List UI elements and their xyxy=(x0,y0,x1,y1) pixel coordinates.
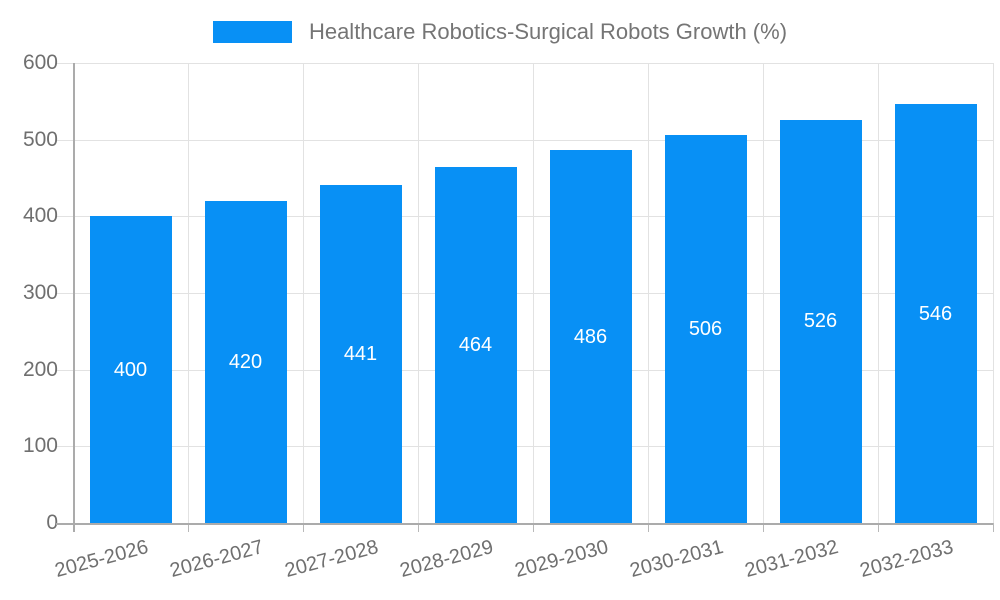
y-axis-tick-label: 500 xyxy=(22,127,58,151)
bar-value-label: 464 xyxy=(458,334,493,357)
gridline-horizontal xyxy=(56,369,993,371)
bar-value-label: 441 xyxy=(343,342,378,365)
x-axis-category-label: 2025-2026 xyxy=(52,536,151,583)
x-axis-tick xyxy=(763,523,764,532)
x-axis-tick xyxy=(188,523,189,532)
bar-2032-2033[interactable] xyxy=(894,104,977,523)
bar-2026-2027[interactable] xyxy=(204,201,287,523)
legend-swatch-icon xyxy=(212,21,292,43)
y-axis-tick-label: 300 xyxy=(22,281,58,304)
gridline-vertical xyxy=(533,63,534,523)
x-axis-category-label: 2030-2031 xyxy=(627,536,726,583)
x-axis-tick xyxy=(533,523,534,532)
x-axis-category-label: 2031-2032 xyxy=(742,536,841,583)
bar-value-label: 420 xyxy=(228,351,263,373)
x-axis-tick xyxy=(303,523,304,532)
x-axis-tick xyxy=(878,523,879,532)
x-axis-category-label: 2032-2033 xyxy=(857,536,956,583)
x-axis-line xyxy=(56,523,993,525)
gridline-horizontal xyxy=(56,446,993,448)
y-axis-line xyxy=(73,63,75,532)
legend-label: Healthcare Robotics-Surgical Robots Grow… xyxy=(308,19,788,44)
x-axis-category-label: 2027-2028 xyxy=(282,536,381,583)
bar-value-label: 486 xyxy=(573,325,608,348)
gridline-vertical xyxy=(303,63,304,523)
gridline-horizontal xyxy=(56,139,993,141)
bar-value-label: 400 xyxy=(113,358,148,381)
bar-2028-2029[interactable] xyxy=(434,167,517,523)
x-axis-category-label: 2028-2029 xyxy=(397,536,496,583)
legend[interactable]: Healthcare Robotics-Surgical Robots Grow… xyxy=(0,19,1000,45)
gridline-vertical xyxy=(418,63,419,523)
bar-value-label: 546 xyxy=(918,302,953,325)
y-axis-tick-label: 400 xyxy=(22,204,58,228)
y-axis-tick-label: 600 xyxy=(22,51,58,74)
y-axis-tick-label: 200 xyxy=(22,357,58,381)
x-axis-category-label: 2029-2030 xyxy=(512,536,611,583)
bar-value-label: 506 xyxy=(688,318,723,341)
bar-2027-2028[interactable] xyxy=(319,184,402,523)
bar-2025-2026[interactable] xyxy=(89,216,172,523)
gridline-horizontal xyxy=(56,293,993,294)
bar-value-label: 526 xyxy=(803,310,838,333)
gridline-vertical xyxy=(188,63,189,523)
gridline-horizontal xyxy=(56,216,993,218)
bar-2030-2031[interactable] xyxy=(664,135,747,523)
x-axis-tick xyxy=(418,523,419,532)
gridline-vertical xyxy=(993,63,994,523)
bar-2029-2030[interactable] xyxy=(549,150,632,523)
y-axis-tick-label: 0 xyxy=(46,511,58,534)
gridline-horizontal xyxy=(56,63,993,64)
bar-2031-2032[interactable] xyxy=(779,119,862,523)
x-axis-category-label: 2026-2027 xyxy=(167,536,266,583)
x-axis-tick xyxy=(993,523,994,532)
x-axis-tick xyxy=(648,523,649,532)
gridline-vertical xyxy=(878,63,879,523)
gridline-vertical xyxy=(763,63,764,523)
y-axis-tick-label: 100 xyxy=(22,434,58,458)
gridline-vertical xyxy=(648,63,649,523)
